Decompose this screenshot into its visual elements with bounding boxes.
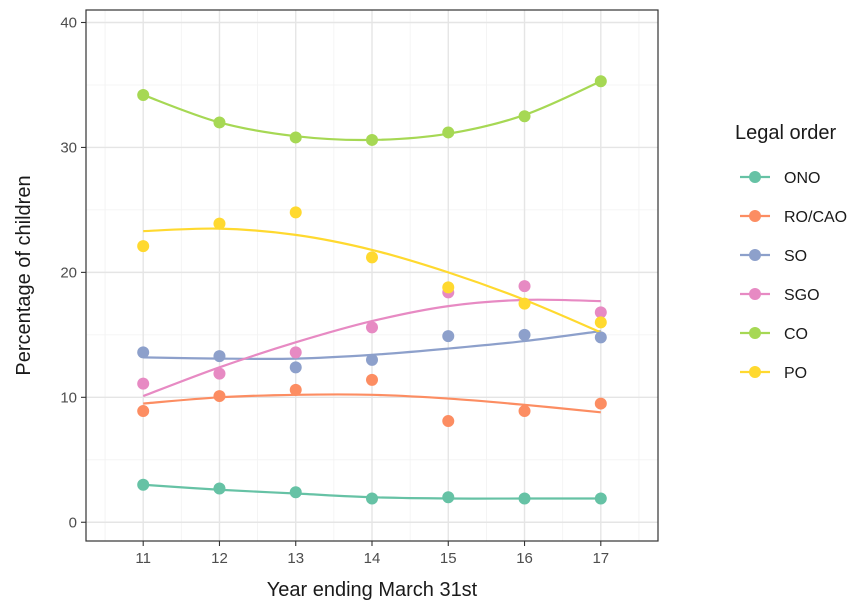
legend-items: ONO RO/CAO SO SGO CO PO bbox=[740, 170, 847, 382]
data-point-co bbox=[442, 126, 455, 139]
data-point-co bbox=[137, 88, 150, 101]
data-point-ono bbox=[366, 492, 378, 505]
data-point-ono bbox=[518, 492, 531, 505]
y-tick-label: 10 bbox=[60, 389, 77, 406]
data-point-sgo bbox=[518, 280, 531, 293]
data-point-so bbox=[137, 346, 150, 359]
legend-item-ono: ONO bbox=[740, 170, 820, 187]
axis-ticks: 0 10 20 30 40 11 12 13 14 15 16 17 bbox=[60, 14, 609, 567]
y-tick-label: 30 bbox=[60, 139, 77, 156]
data-point-so bbox=[213, 350, 226, 363]
data-point-po bbox=[442, 281, 455, 294]
data-point-co bbox=[213, 116, 226, 129]
legend-key-point bbox=[749, 171, 761, 183]
legend-key-point bbox=[749, 327, 761, 339]
data-point-ro-cao bbox=[213, 390, 226, 403]
data-point-po bbox=[289, 206, 302, 219]
x-tick-label: 13 bbox=[287, 550, 304, 567]
data-point-ono bbox=[289, 486, 302, 499]
legend-label: CO bbox=[784, 326, 808, 343]
x-tick-label: 12 bbox=[211, 550, 228, 567]
data-point-so bbox=[518, 328, 531, 341]
data-point-so bbox=[594, 331, 607, 344]
data-point-co bbox=[594, 75, 607, 88]
legend-label: RO/CAO bbox=[784, 209, 847, 226]
x-tick-label: 14 bbox=[364, 550, 381, 567]
legend-key-point bbox=[749, 288, 761, 300]
x-tick-label: 17 bbox=[592, 550, 609, 567]
data-point-co bbox=[289, 131, 302, 144]
data-point-ro-cao bbox=[594, 397, 607, 410]
x-axis-title: Year ending March 31st bbox=[267, 579, 478, 601]
legend-label: SGO bbox=[784, 287, 820, 304]
data-point-ro-cao bbox=[442, 415, 455, 428]
data-point-sgo bbox=[366, 321, 378, 334]
data-point-co bbox=[366, 133, 378, 146]
y-tick-label: 40 bbox=[60, 14, 77, 31]
legend-item-so: SO bbox=[740, 248, 807, 265]
data-point-po bbox=[213, 217, 226, 230]
data-point-po bbox=[137, 240, 150, 253]
legend-item-ro-cao: RO/CAO bbox=[740, 209, 847, 226]
data-point-po bbox=[594, 316, 607, 329]
legend-title: Legal order bbox=[735, 122, 837, 144]
data-point-so bbox=[442, 330, 455, 343]
legend-key-point bbox=[749, 366, 761, 378]
data-point-so bbox=[366, 353, 378, 366]
data-point-co bbox=[518, 110, 531, 123]
legend-item-co: CO bbox=[740, 326, 808, 343]
data-point-ono bbox=[594, 492, 607, 505]
grid bbox=[86, 10, 658, 541]
legend-label: ONO bbox=[784, 170, 820, 187]
data-point-ono bbox=[213, 482, 226, 495]
y-axis-title: Percentage of children bbox=[13, 175, 35, 375]
data-point-sgo bbox=[213, 367, 226, 380]
y-tick-label: 20 bbox=[60, 264, 77, 281]
y-tick-label: 0 bbox=[69, 514, 77, 531]
x-tick-label: 16 bbox=[516, 550, 533, 567]
data-point-ro-cao bbox=[289, 383, 302, 396]
data-point-ro-cao bbox=[518, 405, 531, 418]
legend-item-po: PO bbox=[740, 365, 807, 382]
x-tick-label: 11 bbox=[135, 550, 151, 567]
data-point-sgo bbox=[289, 346, 302, 359]
data-point-ro-cao bbox=[366, 373, 378, 386]
data-point-sgo bbox=[137, 377, 150, 390]
legend-label: SO bbox=[784, 248, 807, 265]
data-point-ono bbox=[442, 491, 455, 504]
data-point-sgo bbox=[594, 306, 607, 319]
legend-label: PO bbox=[784, 365, 807, 382]
legend-key-point bbox=[749, 210, 761, 222]
legend-item-sgo: SGO bbox=[740, 287, 820, 304]
data-point-po bbox=[366, 251, 378, 264]
data-point-so bbox=[289, 361, 302, 374]
data-point-ro-cao bbox=[137, 405, 150, 418]
legend: Legal order ONO RO/CAO SO SGO CO PO bbox=[735, 122, 847, 382]
data-point-ono bbox=[137, 478, 150, 491]
x-tick-label: 15 bbox=[440, 550, 457, 567]
data-point-po bbox=[518, 297, 531, 310]
legend-key-point bbox=[749, 249, 761, 261]
data-points bbox=[137, 75, 607, 505]
